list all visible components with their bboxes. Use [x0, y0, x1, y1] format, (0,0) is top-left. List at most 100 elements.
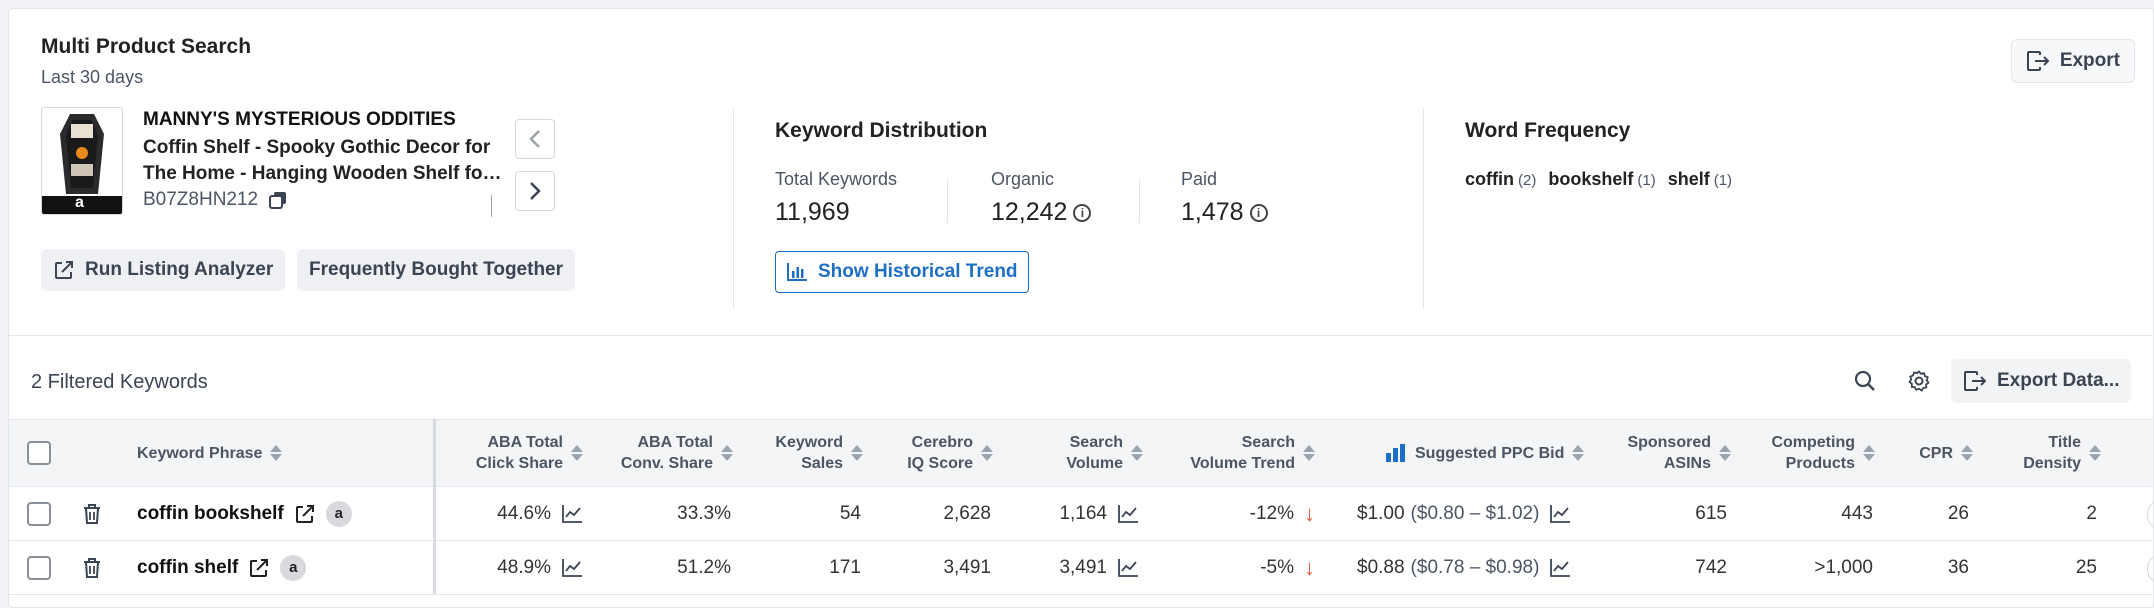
total-keywords-label: Total Keywords: [775, 169, 898, 189]
info-icon[interactable]: i: [1249, 203, 1268, 222]
title-density-cell: 2: [1987, 487, 2097, 540]
word: bookshelf: [1548, 169, 1634, 189]
trend-value: -12%: [1249, 502, 1294, 524]
column-cpr[interactable]: CPR: [1889, 420, 1973, 486]
show-historical-trend-button[interactable]: Show Historical Trend: [775, 251, 1029, 293]
search-volume-cell: 1,164: [1009, 487, 1139, 540]
column-aba-click-share[interactable]: ABA Total Click Share: [449, 420, 583, 486]
arrow-down-icon: ↓: [1304, 554, 1315, 580]
column-label: Keyword Phrase: [137, 444, 263, 462]
line-chart-icon[interactable]: [1549, 504, 1571, 524]
row-action-button[interactable]: [2147, 553, 2153, 585]
run-listing-analyzer-button[interactable]: Run Listing Analyzer: [41, 249, 286, 291]
info-icon[interactable]: i: [1073, 203, 1092, 222]
word-frequency-item[interactable]: shelf (1): [1668, 169, 1732, 190]
cpr-value: 26: [1947, 502, 1969, 524]
product-name-line2: The Home - Hanging Wooden Shelf for...: [143, 163, 503, 184]
competing-products-cell: >1,000: [1747, 541, 1873, 594]
table-row[interactable]: coffin shelf a 48.9% 51.2% 171 3,491 3,4…: [9, 541, 2153, 595]
keyword-sales-value: 54: [839, 502, 861, 524]
frequently-bought-together-button[interactable]: Frequently Bought Together: [297, 249, 576, 291]
word-count: (1): [1637, 172, 1656, 189]
row-checkbox[interactable]: [27, 501, 51, 526]
copy-icon[interactable]: [268, 190, 288, 210]
chevron-right-icon: [530, 182, 541, 200]
word-frequency-title: Word Frequency: [1465, 119, 1631, 142]
column-competing-products[interactable]: Competing Products: [1747, 420, 1875, 486]
trend-value: -5%: [1260, 556, 1294, 578]
cerebro-iq-cell: 3,491: [875, 541, 991, 594]
word-frequency-item[interactable]: coffin (2): [1465, 169, 1536, 190]
multi-product-search-card: Multi Product Search Last 30 days Export…: [8, 8, 2154, 608]
title-density-value: 2: [2086, 502, 2097, 524]
column-keyword-sales[interactable]: Keyword Sales: [749, 420, 863, 486]
word-frequency-item[interactable]: bookshelf (1): [1548, 169, 1655, 190]
search-icon[interactable]: [1851, 367, 1879, 395]
sort-icon: [851, 445, 863, 461]
row-checkbox[interactable]: [27, 555, 51, 580]
competing-products-cell: 443: [1747, 487, 1873, 540]
amazon-icon[interactable]: a: [280, 554, 307, 581]
ppc-bid-cell: $0.88 ($0.78 – $0.98): [1357, 541, 1571, 594]
external-link-icon[interactable]: [294, 503, 316, 525]
line-chart-icon[interactable]: [561, 558, 583, 578]
column-sponsored-asins[interactable]: Sponsored ASINs: [1609, 420, 1731, 486]
arrow-down-icon: ↓: [1304, 500, 1315, 526]
search-volume-trend-cell: -12% ↓: [1159, 487, 1315, 540]
keyword-distribution-title: Keyword Distribution: [775, 119, 988, 142]
column-title-density[interactable]: Title Density: [1987, 420, 2101, 486]
column-search-volume-trend[interactable]: Search Volume Trend: [1159, 420, 1315, 486]
cerebro-iq-value: 2,628: [943, 502, 991, 524]
column-aba-conv-share[interactable]: ABA Total Conv. Share: [599, 420, 733, 486]
export-button[interactable]: Export: [2010, 39, 2135, 83]
conv-share-value: 51.2%: [677, 556, 731, 578]
word-count: (2): [1518, 172, 1537, 189]
previous-product-button[interactable]: [515, 119, 555, 159]
column-label: Search Volume: [1066, 434, 1123, 472]
trash-icon[interactable]: [83, 487, 101, 540]
divider: [491, 195, 492, 217]
table-row[interactable]: coffin bookshelf a 44.6% 33.3% 54 2,628 …: [9, 487, 2153, 541]
sort-icon: [1863, 445, 1875, 461]
word-frequency-list: coffin (2) bookshelf (1) shelf (1): [1465, 169, 1732, 190]
cerebro-iq-cell: 2,628: [875, 487, 991, 540]
export-data-button[interactable]: Export Data...: [1951, 359, 2132, 403]
stat-divider: [947, 179, 948, 223]
line-chart-icon[interactable]: [1117, 504, 1139, 524]
keyword-sales-value: 171: [829, 556, 861, 578]
trash-icon[interactable]: [83, 541, 101, 594]
conv-share-value: 33.3%: [677, 502, 731, 524]
column-label: Search Volume Trend: [1190, 434, 1295, 472]
search-volume-value: 1,164: [1059, 502, 1107, 524]
filtered-keywords-count: 2 Filtered Keywords: [31, 371, 208, 393]
frequently-bought-together-label: Frequently Bought Together: [309, 259, 564, 280]
organic-label: Organic: [991, 169, 1055, 189]
column-search-volume[interactable]: Search Volume: [1009, 420, 1143, 486]
ppc-bid-cell: $1.00 ($0.80 – $1.02): [1357, 487, 1571, 540]
keyword-phrase[interactable]: coffin shelf: [137, 556, 239, 578]
chevron-left-icon: [529, 130, 540, 148]
external-link-icon: [55, 261, 73, 279]
sponsored-asins-value: 742: [1695, 556, 1727, 578]
external-link-icon[interactable]: [248, 557, 270, 579]
product-thumbnail[interactable]: a: [41, 107, 123, 215]
row-action-button[interactable]: [2147, 499, 2153, 531]
column-label: CPR: [1919, 444, 1953, 462]
sort-icon: [2089, 445, 2101, 461]
line-chart-icon[interactable]: [1117, 558, 1139, 578]
column-label: ABA Total Conv. Share: [620, 434, 713, 472]
line-chart-icon[interactable]: [1549, 558, 1571, 578]
gear-icon[interactable]: [1905, 367, 1933, 395]
next-product-button[interactable]: [515, 171, 555, 211]
asin-text: B07Z8HN212: [143, 189, 259, 210]
column-cerebro-iq-score[interactable]: Cerebro IQ Score: [875, 420, 993, 486]
column-label: Cerebro IQ Score: [907, 434, 973, 472]
line-chart-icon[interactable]: [561, 504, 583, 524]
column-suggested-ppc-bid[interactable]: Suggested PPC Bid: [1385, 420, 1585, 486]
select-all-checkbox[interactable]: [27, 441, 51, 465]
keyword-phrase[interactable]: coffin bookshelf: [137, 502, 284, 524]
sort-icon: [981, 445, 993, 461]
column-keyword-phrase[interactable]: Keyword Phrase: [137, 420, 283, 486]
amazon-icon[interactable]: a: [325, 500, 352, 527]
column-label: Sponsored ASINs: [1627, 434, 1711, 472]
